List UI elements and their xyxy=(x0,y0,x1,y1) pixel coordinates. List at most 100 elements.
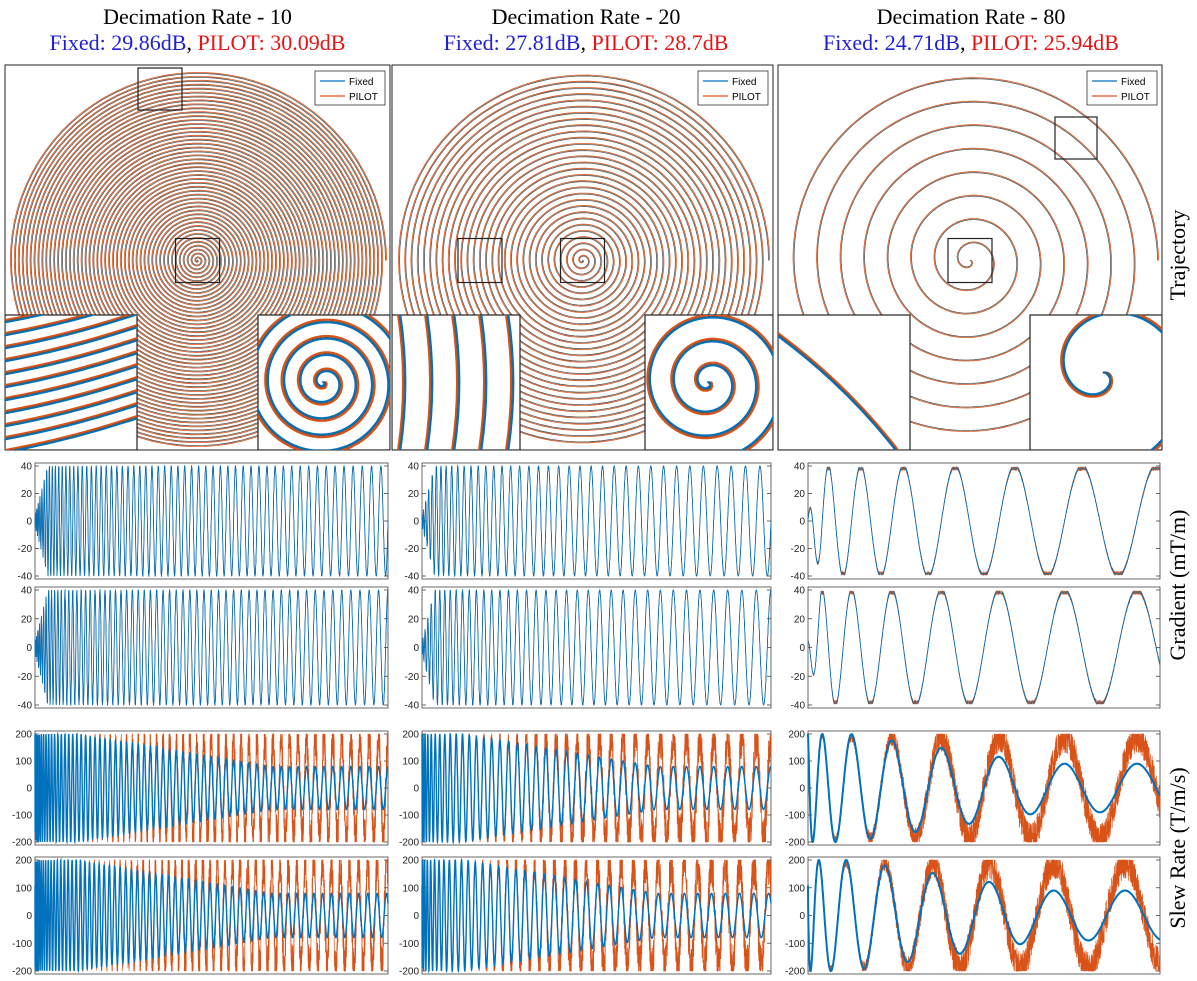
inset-arc xyxy=(778,335,898,450)
y-tick-label: -100 xyxy=(12,939,32,950)
inset-arc xyxy=(398,315,405,450)
y-tick-label: -200 xyxy=(399,967,419,978)
y-tick-label: 20 xyxy=(408,614,420,625)
y-tick-label: 100 xyxy=(402,757,419,768)
inset-arc xyxy=(478,315,485,450)
column-title: Decimation Rate - 80 xyxy=(876,4,1066,29)
fixed-score: Fixed: 24.71dB xyxy=(823,30,960,55)
gradient-y-panel: 40 20 0 -20 -40 xyxy=(405,586,772,712)
y-tick-label: -40 xyxy=(18,572,33,583)
trajectory-fixed-series xyxy=(10,73,386,447)
y-tick-label: -200 xyxy=(12,967,32,978)
inset-arc xyxy=(5,337,137,373)
trajectory-panel: Fixed PILOT xyxy=(777,64,1163,451)
y-tick-label: -100 xyxy=(399,939,419,950)
legend-pilot-label: PILOT xyxy=(732,92,761,103)
y-tick-label: 40 xyxy=(21,586,33,597)
slew-pilot-series xyxy=(421,733,772,844)
trajectory-panel: Fixed PILOT xyxy=(391,64,774,451)
y-tick-label: 200 xyxy=(788,730,805,741)
legend-box xyxy=(697,70,769,106)
zoom-box-2 xyxy=(559,237,606,284)
y-tick-label: 0 xyxy=(26,517,32,528)
legend-box xyxy=(314,70,386,106)
gradient-fixed-series xyxy=(807,592,1161,703)
y-tick-label: 0 xyxy=(413,643,419,654)
inset-arc xyxy=(5,315,88,334)
score-separator: , xyxy=(186,30,198,55)
y-tick-label: 40 xyxy=(408,462,420,473)
zoom-box-1 xyxy=(457,237,503,284)
slew-fixed-series xyxy=(421,857,772,974)
column-header-dr10: Decimation Rate - 10 Fixed: 29.86dB, PIL… xyxy=(0,4,395,56)
inset-arc xyxy=(778,334,898,450)
pilot-score: PILOT: 28.7dB xyxy=(591,30,729,55)
gradient-fixed-series xyxy=(421,464,772,578)
y-tick-label: 200 xyxy=(15,730,32,741)
column-title: Decimation Rate - 10 xyxy=(103,4,292,29)
inset-spiral xyxy=(646,315,773,450)
y-tick-label: -100 xyxy=(785,939,805,950)
slew-y-panel: 200 100 0 -100 -200 xyxy=(785,856,1161,978)
gradient-x-panel: 40 20 0 -20 -40 xyxy=(791,462,1161,583)
inset-arc xyxy=(5,403,137,439)
inset-arc xyxy=(506,315,513,450)
y-tick-label: 40 xyxy=(794,462,806,473)
inset-arc xyxy=(5,315,91,335)
y-tick-label: 0 xyxy=(799,517,805,528)
inset-arc xyxy=(5,404,137,441)
slew-fixed-series xyxy=(807,733,1161,843)
inset-edge-zoom xyxy=(778,314,911,450)
inset-arc xyxy=(5,315,38,322)
y-tick-label: -40 xyxy=(405,572,420,583)
slew-y-panel: 200 100 0 -100 -200 xyxy=(399,856,772,978)
y-tick-label: 200 xyxy=(402,730,419,741)
inset-arc xyxy=(5,402,137,438)
inset-edge-zoom xyxy=(392,314,521,450)
y-tick-label: 100 xyxy=(402,883,419,894)
inset-arc xyxy=(5,377,137,413)
y-tick-label: -40 xyxy=(18,701,33,712)
pilot-score: PILOT: 25.94dB xyxy=(970,30,1119,55)
row-label-trajectory: Trajectory xyxy=(1165,209,1190,301)
inset-edge-zoom xyxy=(5,314,138,450)
slew-fixed-series xyxy=(421,732,772,845)
inset-spiral xyxy=(648,315,773,450)
score-line: Fixed: 27.81dB, PILOT: 28.7dB xyxy=(390,30,782,56)
y-tick-label: 0 xyxy=(26,643,32,654)
inset-arc xyxy=(453,315,461,450)
gradient-fixed-series xyxy=(34,464,389,578)
inset-arc xyxy=(5,339,137,376)
inset-arc xyxy=(5,325,137,361)
slew-fixed-series xyxy=(34,857,389,973)
inset-arc xyxy=(479,315,486,450)
inset-arc xyxy=(12,417,137,450)
inset-arc xyxy=(425,315,432,450)
y-tick-label: -200 xyxy=(399,838,419,849)
inset-arc xyxy=(424,315,431,450)
fixed-score: Fixed: 27.81dB xyxy=(443,30,581,55)
inset-arc xyxy=(5,326,137,363)
y-tick-label: -100 xyxy=(785,811,805,822)
inset-frame xyxy=(1029,314,1162,450)
trajectory-pilot-series xyxy=(398,74,770,444)
inset-arc xyxy=(5,378,137,415)
legend-fixed-label: Fixed xyxy=(1121,77,1145,88)
inset-arc xyxy=(5,415,137,450)
y-tick-label: 40 xyxy=(408,586,420,597)
slew-y-panel: 200 100 0 -100 -200 xyxy=(12,856,389,978)
slew-x-panel: 200 100 0 -100 -200 xyxy=(399,730,772,849)
y-tick-label: 20 xyxy=(794,614,806,625)
y-tick-label: 0 xyxy=(26,911,32,922)
y-tick-label: -40 xyxy=(405,701,420,712)
row-label-gradient: Gradient (mT/m) xyxy=(1165,509,1190,661)
y-tick-label: -200 xyxy=(12,838,32,849)
y-tick-label: 0 xyxy=(413,784,419,795)
y-tick-label: 0 xyxy=(413,517,419,528)
column-header-dr20: Decimation Rate - 20 Fixed: 27.81dB, PIL… xyxy=(390,4,782,56)
score-line: Fixed: 24.71dB, PILOT: 25.94dB xyxy=(776,30,1166,56)
inset-spiral xyxy=(1062,315,1162,450)
slew-x-panel: 200 100 0 -100 -200 xyxy=(12,730,389,849)
inset-arc xyxy=(5,351,137,387)
y-tick-label: -100 xyxy=(399,811,419,822)
